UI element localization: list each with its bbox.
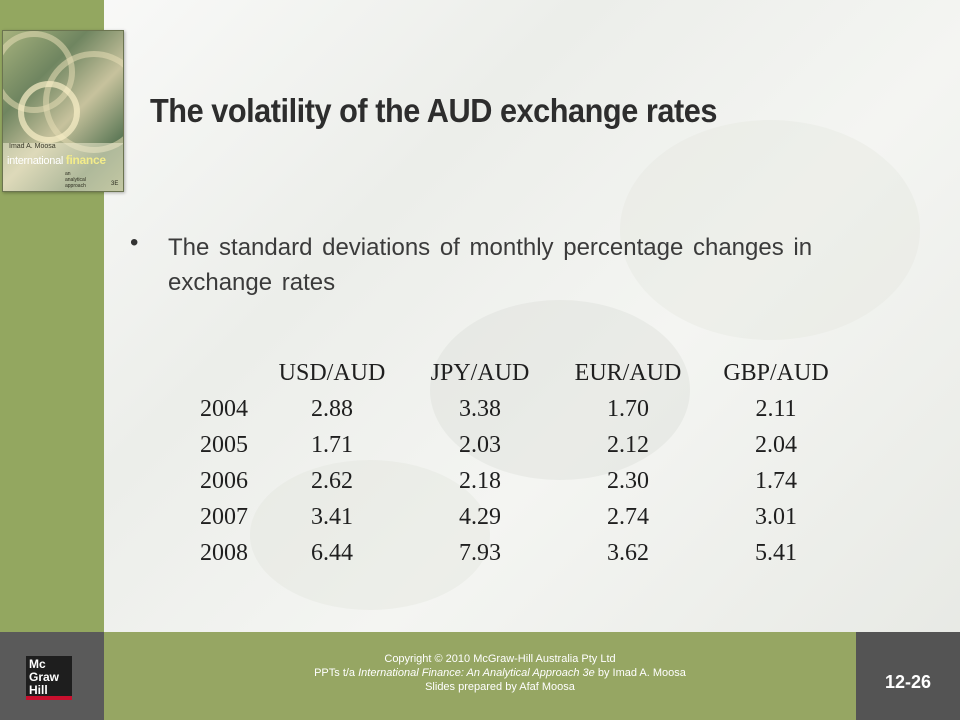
copyright-line: Copyright © 2010 McGraw-Hill Australia P… <box>384 653 616 665</box>
table-year-cell: 2008 <box>200 539 248 566</box>
slide-title: The volatility of the AUD exchange rates <box>150 92 717 129</box>
table-header-cell <box>190 355 258 391</box>
table-cell: 6.44 <box>311 539 353 566</box>
table-cell: 2.74 <box>607 503 649 530</box>
bullet-text: The standard deviations of monthly perce… <box>168 234 813 296</box>
table-year-cell: 2005 <box>200 431 248 458</box>
std-deviation-table: USD/AUD JPY/AUD EUR/AUD GBP/AUD 2004 2.8… <box>190 355 850 571</box>
table-cell: 1.71 <box>311 431 353 458</box>
table-year-cell: 2006 <box>200 467 248 494</box>
table-cell: 2.88 <box>311 395 353 422</box>
table-cell: 3.62 <box>607 539 649 566</box>
table-cell: 3.41 <box>311 503 353 530</box>
table-cell: 1.74 <box>755 467 797 494</box>
table-cell: 5.41 <box>755 539 797 566</box>
table-cell: 2.30 <box>607 467 649 494</box>
table-cell: 2.03 <box>459 431 501 458</box>
page-number: 12-26 <box>884 672 932 692</box>
footer-copyright: Copyright © 2010 McGraw-Hill Australia P… <box>210 652 790 694</box>
background-watermark <box>620 120 920 340</box>
table-year-cell: 2007 <box>200 503 248 530</box>
table-cell: 3.01 <box>755 503 797 530</box>
table-cell: 3.38 <box>459 395 501 422</box>
table-cell: 2.11 <box>755 395 797 422</box>
table-row: 2005 1.71 2.03 2.12 2.04 <box>190 427 850 463</box>
table-year-cell: 2004 <box>200 395 248 422</box>
table-row: 2007 3.41 4.29 2.74 3.01 <box>190 499 850 535</box>
table-header-row: USD/AUD JPY/AUD EUR/AUD GBP/AUD <box>190 355 850 391</box>
cover-title: international finance <box>7 153 106 167</box>
table-cell: 7.93 <box>459 539 501 566</box>
table-header-cell: GBP/AUD <box>723 359 829 386</box>
background-watermark <box>250 460 490 610</box>
table-row: 2004 2.88 3.38 1.70 2.11 <box>190 391 850 427</box>
table-header-cell: JPY/AUD <box>430 359 530 386</box>
table-cell: 1.70 <box>607 395 649 422</box>
table-row: 2006 2.62 2.18 2.30 1.74 <box>190 463 850 499</box>
ppt-credit-line: PPTs t/a International Finance: An Analy… <box>314 667 686 679</box>
page-number-panel <box>856 632 960 720</box>
table-header-cell: EUR/AUD <box>574 359 682 386</box>
table-row: 2008 6.44 7.93 3.62 5.41 <box>190 535 850 571</box>
cover-edition: 3E <box>111 181 119 187</box>
cover-subtitle: an analytical approach <box>65 171 86 189</box>
table-cell: 4.29 <box>459 503 501 530</box>
table-cell: 2.62 <box>311 467 353 494</box>
table-cell: 2.12 <box>607 431 649 458</box>
bullet-dot: • <box>130 229 139 256</box>
table-cell: 2.18 <box>459 467 501 494</box>
table-cell: 2.04 <box>755 431 797 458</box>
prepared-by-line: Slides prepared by Afaf Moosa <box>425 681 575 693</box>
table-header-cell: USD/AUD <box>278 359 386 386</box>
mcgraw-hill-logo: Mc Graw Hill <box>26 656 72 700</box>
cover-author: Imad A. Moosa <box>9 143 56 150</box>
book-cover-image: Imad A. Moosa international finance an a… <box>2 30 124 192</box>
footer-bar <box>0 632 960 720</box>
background-watermark <box>430 300 690 480</box>
